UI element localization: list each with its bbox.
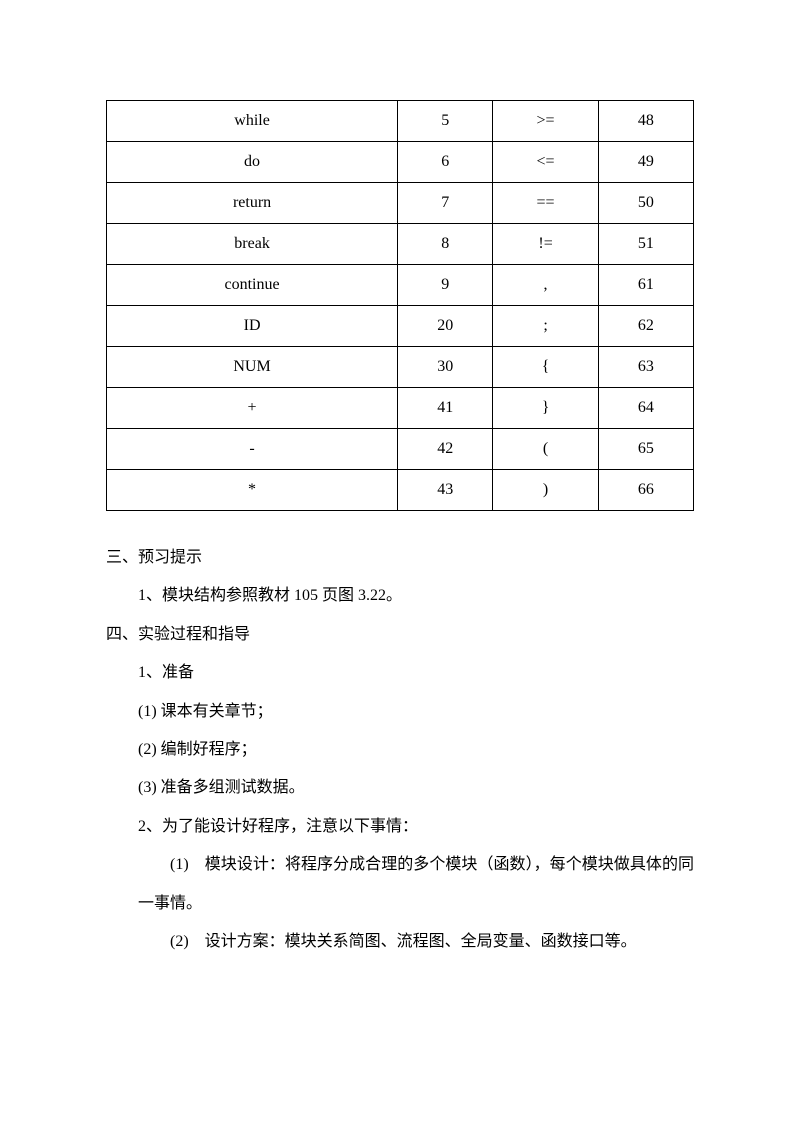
table-cell: 49 xyxy=(598,142,693,183)
table-cell: 43 xyxy=(398,470,493,511)
token-table: while5>=48do6<=49return7==50break8!=51co… xyxy=(106,100,694,511)
table-cell: return xyxy=(107,183,398,224)
table-cell: while xyxy=(107,101,398,142)
table-cell: <= xyxy=(493,142,598,183)
table-cell: 51 xyxy=(598,224,693,265)
table-cell: + xyxy=(107,388,398,429)
table-cell: - xyxy=(107,429,398,470)
table-row: break8!=51 xyxy=(107,224,694,265)
section-4-2-2: (2) 设计方案：模块关系简图、流程图、全局变量、函数接口等。 xyxy=(106,923,694,961)
table-row: do6<=49 xyxy=(107,142,694,183)
section-4-item-1: 1、准备 xyxy=(106,654,694,692)
section-4-heading: 四、实验过程和指导 xyxy=(106,616,694,654)
table-cell: do xyxy=(107,142,398,183)
table-cell: != xyxy=(493,224,598,265)
document-body: 三、预习提示 1、模块结构参照教材 105 页图 3.22。 四、实验过程和指导… xyxy=(106,539,694,961)
table-cell: break xyxy=(107,224,398,265)
table-cell: NUM xyxy=(107,347,398,388)
table-cell: 41 xyxy=(398,388,493,429)
table-cell: 30 xyxy=(398,347,493,388)
table-row: return7==50 xyxy=(107,183,694,224)
table-row: +41}64 xyxy=(107,388,694,429)
section-4-1-3: (3) 准备多组测试数据。 xyxy=(106,769,694,807)
table-cell: 61 xyxy=(598,265,693,306)
section-4-1-2: (2) 编制好程序； xyxy=(106,731,694,769)
table-cell: 9 xyxy=(398,265,493,306)
section-4-1-1: (1) 课本有关章节； xyxy=(106,693,694,731)
table-cell: ID xyxy=(107,306,398,347)
table-cell: } xyxy=(493,388,598,429)
section-4-item-2: 2、为了能设计好程序，注意以下事情： xyxy=(106,808,694,846)
table-cell: ( xyxy=(493,429,598,470)
table-cell: , xyxy=(493,265,598,306)
table-cell: 20 xyxy=(398,306,493,347)
table-cell: == xyxy=(493,183,598,224)
table-cell: 63 xyxy=(598,347,693,388)
table-cell: ) xyxy=(493,470,598,511)
table-cell: 6 xyxy=(398,142,493,183)
table-row: ID20;62 xyxy=(107,306,694,347)
table-cell: { xyxy=(493,347,598,388)
table-row: *43)66 xyxy=(107,470,694,511)
table-cell: * xyxy=(107,470,398,511)
table-row: -42(65 xyxy=(107,429,694,470)
table-cell: >= xyxy=(493,101,598,142)
table-row: continue9,61 xyxy=(107,265,694,306)
table-cell: continue xyxy=(107,265,398,306)
table-cell: 62 xyxy=(598,306,693,347)
table-cell: 50 xyxy=(598,183,693,224)
section-3-item-1: 1、模块结构参照教材 105 页图 3.22。 xyxy=(106,577,694,615)
table-cell: 5 xyxy=(398,101,493,142)
table-cell: 48 xyxy=(598,101,693,142)
table-cell: 8 xyxy=(398,224,493,265)
table-cell: ; xyxy=(493,306,598,347)
section-3-heading: 三、预习提示 xyxy=(106,539,694,577)
table-cell: 65 xyxy=(598,429,693,470)
table-cell: 66 xyxy=(598,470,693,511)
table-cell: 42 xyxy=(398,429,493,470)
table-cell: 7 xyxy=(398,183,493,224)
section-4-2-1: (1) 模块设计：将程序分成合理的多个模块（函数），每个模块做具体的同一事情。 xyxy=(106,846,694,923)
table-cell: 64 xyxy=(598,388,693,429)
table-row: while5>=48 xyxy=(107,101,694,142)
table-row: NUM30{63 xyxy=(107,347,694,388)
